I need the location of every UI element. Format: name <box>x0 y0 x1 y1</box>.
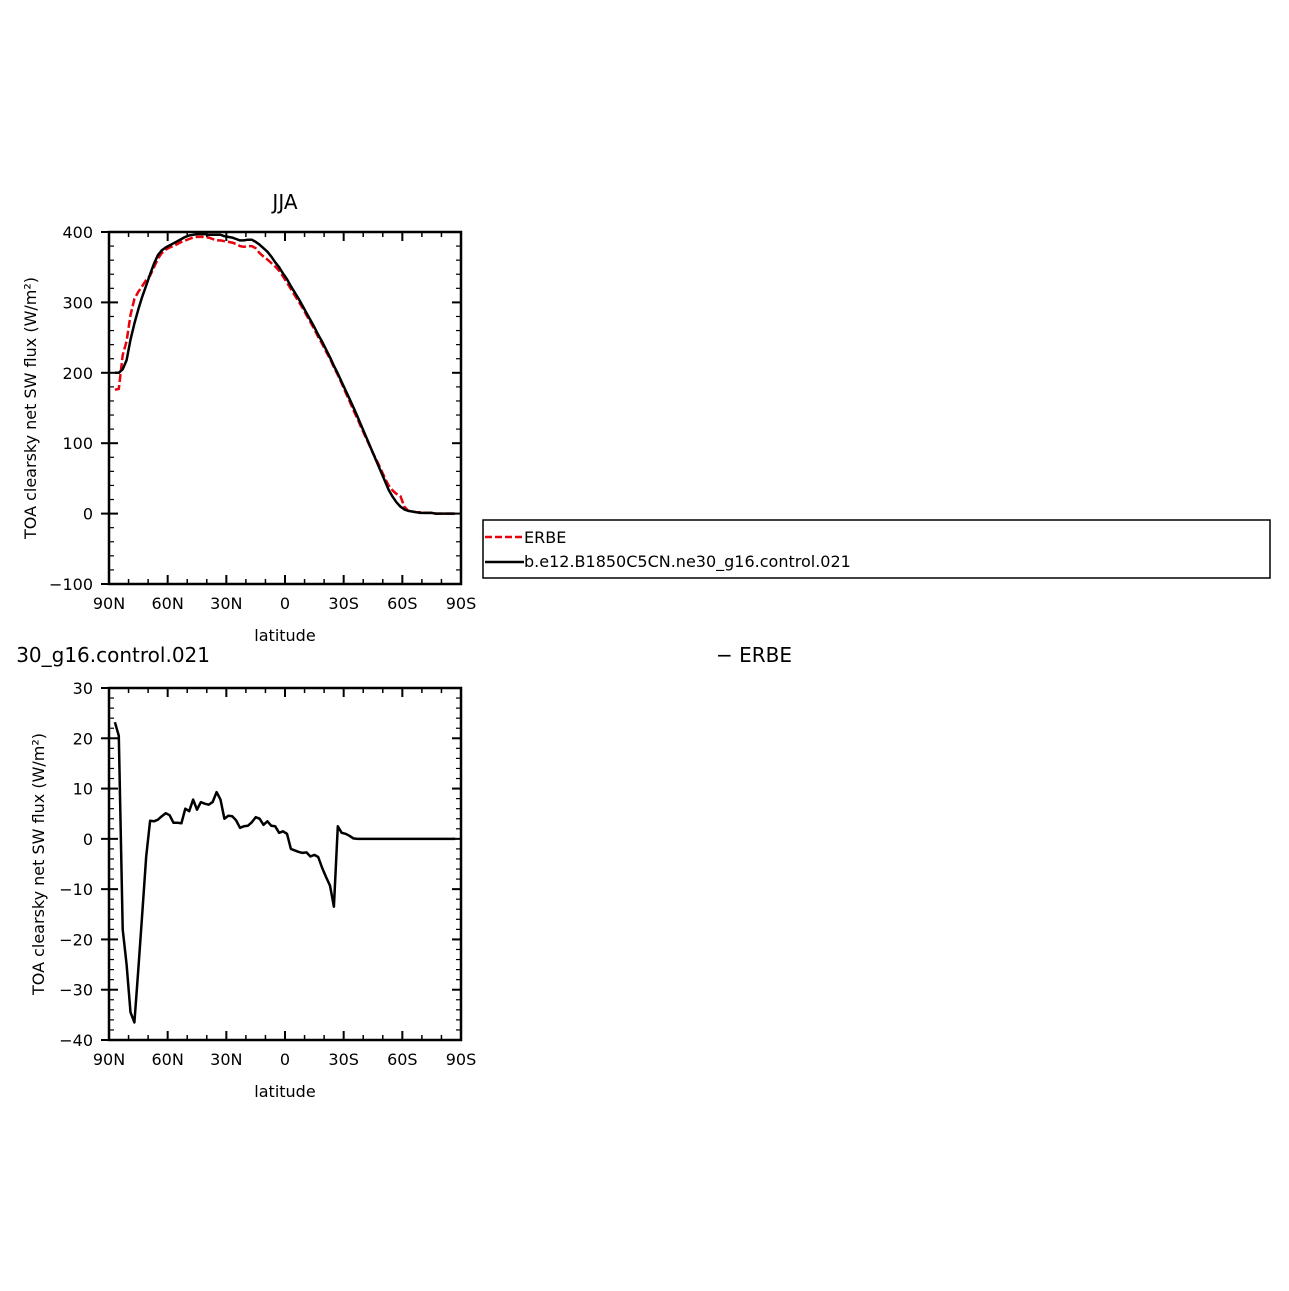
bottom-y-tick-label: −10 <box>59 880 93 899</box>
top-x-tick-label: 90N <box>93 594 125 613</box>
bottom-x-axis-label: latitude <box>254 1082 315 1101</box>
bottom-x-tick-label: 0 <box>280 1050 290 1069</box>
legend-label-erbe: ERBE <box>524 528 566 547</box>
legend-label-model: b.e12.B1850C5CN.ne30_g16.control.021 <box>524 552 851 572</box>
top-x-axis-label: latitude <box>254 626 315 645</box>
top-series-line-1 <box>114 232 456 515</box>
bottom-title-left: 30_g16.control.021 <box>16 643 210 667</box>
top-x-tick-label: 60N <box>152 594 184 613</box>
top-y-tick-label: −100 <box>49 575 93 594</box>
bottom-series-line-0 <box>113 721 456 1024</box>
top-x-tick-label: 0 <box>280 594 290 613</box>
top-y-tick-label: 400 <box>62 223 93 242</box>
bottom-y-tick-label: −20 <box>59 930 93 949</box>
top-y-tick-label: 0 <box>83 505 93 524</box>
bottom-y-tick-label: −30 <box>59 981 93 1000</box>
top-ticks-layer: 90N 60N 30N 0 30S 60S 90S −100 0 100 200 300 400 <box>49 223 476 613</box>
top-x-tick-label: 60S <box>387 594 418 613</box>
bottom-y-tick-label: 20 <box>73 729 93 748</box>
bottom-x-tick-label: 90S <box>446 1050 477 1069</box>
top-y-tick-label: 100 <box>62 434 93 453</box>
bottom-y-tick-label: 30 <box>73 679 93 698</box>
legend: ERBE b.e12.B1850C5CN.ne30_g16.control.02… <box>482 519 1271 579</box>
top-panel: JJA 90N 60N 30N 0 30S 60S 90S −100 0 100 200 300 400… <box>21 190 476 645</box>
top-plot-frame <box>107 230 463 586</box>
bottom-x-tick-label: 90N <box>93 1050 125 1069</box>
top-y-axis-label: TOA clearsky net SW flux (W/m²) <box>21 277 40 540</box>
bottom-x-tick-label: 30S <box>328 1050 359 1069</box>
bottom-title-right: − ERBE <box>716 643 792 667</box>
top-series-layer <box>114 232 456 515</box>
top-x-tick-label: 30S <box>328 594 359 613</box>
top-x-tick-label: 90S <box>446 594 477 613</box>
bottom-y-tick-label: 0 <box>83 830 93 849</box>
top-y-tick-label: 200 <box>62 364 93 383</box>
top-x-tick-label: 30N <box>210 594 242 613</box>
bottom-panel: 30_g16.control.021 − ERBE 90N 60N 30N 0 30S 6… <box>16 643 792 1101</box>
bottom-series-layer <box>113 721 456 1024</box>
bottom-plot-frame <box>107 686 463 1042</box>
bottom-y-tick-label: 10 <box>73 780 93 799</box>
top-y-tick-label: 300 <box>62 293 93 312</box>
bottom-x-tick-label: 30N <box>210 1050 242 1069</box>
bottom-ticks-layer: 90N 60N 30N 0 30S 60S 90S −40 −30 −20 −10 0 10 20 30 <box>59 679 476 1069</box>
bottom-y-axis-label: TOA clearsky net SW flux (W/m²) <box>29 733 48 996</box>
top-series-line-0 <box>114 235 456 515</box>
top-chart-title: JJA <box>270 190 297 214</box>
bottom-y-tick-label: −40 <box>59 1031 93 1050</box>
bottom-x-tick-label: 60S <box>387 1050 418 1069</box>
legend-box <box>482 519 1271 579</box>
bottom-x-tick-label: 60N <box>152 1050 184 1069</box>
